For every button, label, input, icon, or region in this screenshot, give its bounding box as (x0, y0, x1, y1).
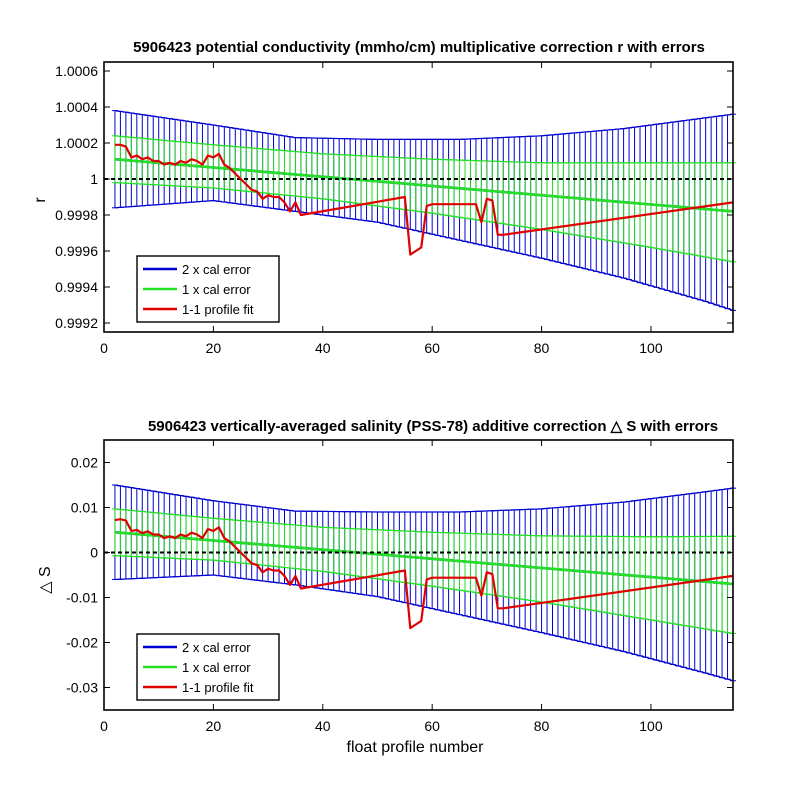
legend-label: 2 x cal error (182, 262, 251, 277)
panel-salinity-correction: 5906423 vertically-averaged salinity (PS… (37, 418, 736, 756)
y-tick-label: -0.03 (66, 680, 98, 696)
plot-area: 0 20 40 60 80 100 0.9992 0.9994 0.9996 0.9998 1 1.0… (55, 61, 736, 356)
legend-label: 1-1 profile fit (182, 302, 254, 317)
x-tick-label: 60 (424, 340, 440, 356)
panel-conductivity-correction: 5906423 potential conductivity (mmho/cm)… (32, 39, 736, 356)
legend-label: 2 x cal error (182, 640, 251, 655)
center-line (114, 157, 734, 213)
y-tick-label: 0.02 (71, 455, 98, 471)
x-axis-label: float profile number (347, 739, 485, 756)
y-tick-label: -0.01 (66, 590, 98, 606)
x-tick-label: 40 (315, 340, 331, 356)
axes-frame (103, 439, 734, 711)
x-tick-label: 0 (100, 340, 108, 356)
x-tick-label: 60 (424, 718, 440, 734)
upper-envelope (114, 135, 733, 164)
x-tick-label: 40 (315, 718, 331, 734)
y-tick-label: 1.0004 (55, 99, 98, 115)
upper-envelope (114, 508, 734, 538)
y-tick-label: 0.01 (71, 500, 98, 516)
y-tick-label: 1 (90, 171, 98, 187)
x-tick-label: 80 (534, 718, 550, 734)
y-tick-label: 0.9996 (55, 243, 98, 259)
profile-fit-line (114, 518, 734, 630)
y-tick-label: 0.9998 (55, 207, 98, 223)
chart-title: 5906423 vertically-averaged salinity (PS… (148, 418, 718, 435)
y-tick-label: 1.0002 (55, 135, 98, 151)
center-line (114, 531, 734, 586)
y-axis-label: r (32, 197, 49, 203)
lower-envelope (114, 555, 734, 635)
legend: 2 x cal error 1 x cal error 1-1 profile fi… (136, 255, 280, 323)
y-axis-label: △ S (37, 566, 54, 593)
legend-label: 1-1 profile fit (182, 680, 254, 695)
chart-title: 5906423 potential conductivity (mmho/cm)… (133, 39, 705, 56)
profile-fit-line (114, 143, 734, 256)
y-tick-label: 0.9994 (55, 279, 98, 295)
y-tick-label: 1.0006 (55, 63, 98, 79)
plot-area: 0 20 40 60 80 100 -0.03 -0.02 -0.01 0 0.01 0.02 2 x … (66, 439, 736, 734)
x-tick-label: 80 (534, 340, 550, 356)
lower-envelope (114, 182, 734, 263)
x-tick-label: 20 (206, 718, 222, 734)
y-tick-label: -0.02 (66, 635, 98, 651)
legend: 2 x cal error 1 x cal error 1-1 profile fi… (136, 633, 280, 701)
axes-frame (103, 61, 734, 333)
errorbar-series (111, 508, 736, 635)
x-tick-label: 100 (639, 718, 663, 734)
x-tick-label: 100 (639, 340, 663, 356)
x-tick-label: 0 (100, 718, 108, 734)
legend-label: 1 x cal error (182, 660, 251, 675)
upper-envelope (114, 110, 734, 140)
upper-envelope (114, 484, 734, 513)
y-tick-label: 0 (90, 545, 98, 561)
y-tick-label: 0.9992 (55, 315, 98, 331)
legend-label: 1 x cal error (182, 282, 251, 297)
x-tick-label: 20 (206, 340, 222, 356)
